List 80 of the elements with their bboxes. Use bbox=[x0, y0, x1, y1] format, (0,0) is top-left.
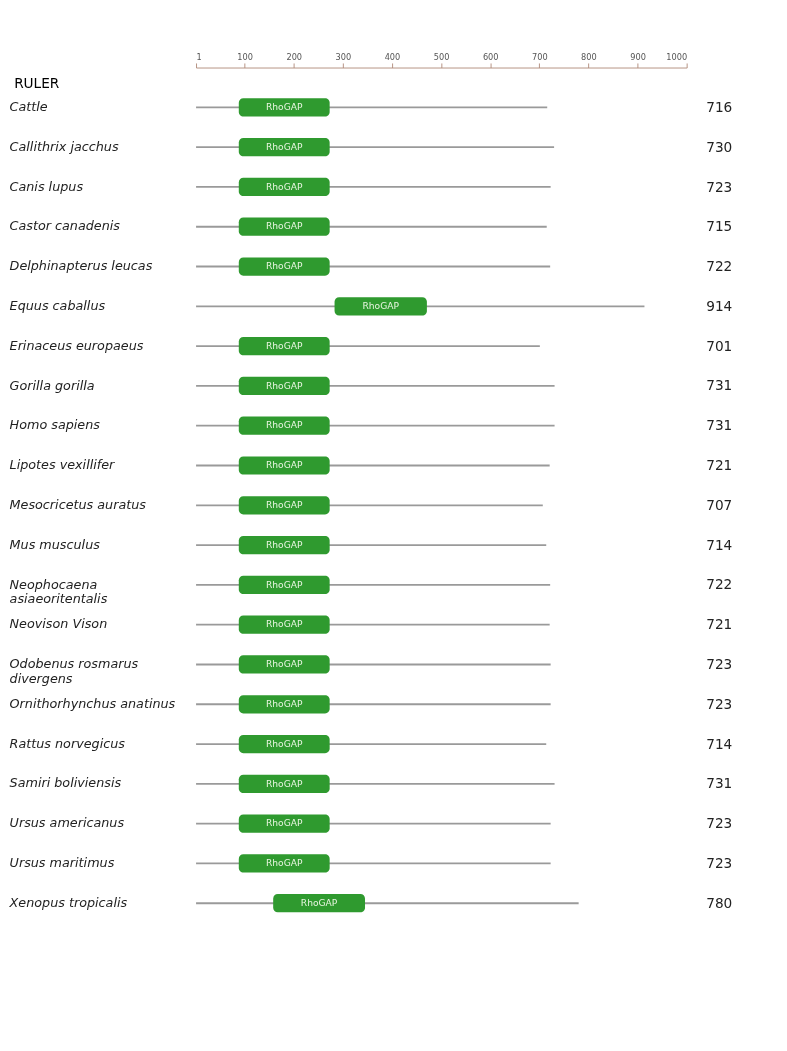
y-tick-label: Neophocaena asiaeoritentalis bbox=[9, 576, 108, 607]
data-label: 721 bbox=[706, 457, 733, 474]
y-tick-label: Ornithorhynchus anatinus bbox=[9, 695, 176, 711]
text: RhoGAP bbox=[300, 897, 338, 908]
data-label: 723 bbox=[706, 855, 733, 871]
text: RhoGAP bbox=[265, 102, 303, 113]
data-label: 723 bbox=[706, 656, 733, 673]
data-label: 716 bbox=[706, 98, 733, 115]
y-tick-label: Canis lupus bbox=[9, 178, 84, 194]
x-tick-label: 900 bbox=[630, 51, 646, 62]
y-tick-label: Cattle bbox=[9, 99, 48, 115]
data-label: 723 bbox=[706, 178, 733, 195]
text: RhoGAP bbox=[265, 500, 303, 511]
data-label: 707 bbox=[706, 496, 733, 513]
y-tick-label: Mesocricetus auratus bbox=[9, 496, 147, 512]
text: RhoGAP bbox=[265, 261, 303, 272]
bar bbox=[273, 894, 366, 913]
text: RhoGAP bbox=[265, 340, 303, 351]
x-tick-label: 700 bbox=[531, 51, 548, 62]
x-tick-label: 1000 bbox=[666, 51, 688, 62]
y-tick-label: Castor canadenis bbox=[9, 218, 121, 234]
text: RhoGAP bbox=[265, 579, 303, 590]
data-label: 721 bbox=[706, 616, 733, 633]
x-tick-label: 300 bbox=[335, 51, 352, 62]
data-label: 914 bbox=[706, 297, 733, 314]
bar bbox=[238, 854, 330, 873]
text: RhoGAP bbox=[265, 818, 303, 829]
y-tick-label: Rattus norvegicus bbox=[9, 735, 126, 751]
y-tick-label: Lipotes vexillifer bbox=[9, 457, 116, 473]
x-tick-label: 600 bbox=[482, 51, 499, 62]
text: RhoGAP bbox=[265, 380, 303, 391]
data-label: 730 bbox=[706, 138, 733, 155]
y-tick-label: Ursus maritimus bbox=[9, 855, 115, 871]
data-label: 701 bbox=[706, 337, 733, 354]
bar bbox=[238, 456, 330, 475]
x-tick-label: 400 bbox=[384, 51, 401, 62]
data-label: 722 bbox=[706, 258, 733, 275]
x-tick-label: 200 bbox=[286, 51, 303, 62]
x-tick-label: 100 bbox=[237, 51, 253, 62]
text: RhoGAP bbox=[265, 858, 303, 869]
data-label: 723 bbox=[706, 695, 733, 712]
y-tick-label: Neovison Vison bbox=[9, 616, 108, 632]
data-label: 723 bbox=[706, 815, 733, 832]
y-tick-label: Ursus americanus bbox=[9, 815, 125, 831]
text: RhoGAP bbox=[265, 778, 303, 789]
y-tick-label: Callithrix jacchus bbox=[9, 138, 119, 154]
x-tick-label: 800 bbox=[581, 51, 597, 62]
y-tick-label: Delphinapterus leucas bbox=[9, 258, 153, 274]
y-tick-label: Odobenus rosmarus divergens bbox=[9, 656, 139, 686]
bar bbox=[238, 257, 330, 276]
y-tick-label: Mus musculus bbox=[9, 536, 101, 552]
text: RhoGAP bbox=[265, 539, 303, 550]
text: RhoGAP bbox=[265, 420, 303, 431]
y-tick-label: Homo sapiens bbox=[9, 417, 101, 433]
data-label: 715 bbox=[706, 218, 733, 235]
text: RhoGAP bbox=[265, 659, 303, 670]
x-axis-title: RULER bbox=[14, 75, 60, 92]
text: RhoGAP bbox=[265, 181, 303, 192]
text: RhoGAP bbox=[265, 460, 303, 471]
data-label: 714 bbox=[706, 536, 733, 553]
y-tick-label: Xenopus tropicalis bbox=[8, 894, 128, 910]
text: RhoGAP bbox=[265, 699, 303, 709]
data-label: 714 bbox=[706, 735, 733, 752]
bar bbox=[238, 655, 330, 674]
text: RhoGAP bbox=[265, 619, 303, 630]
x-tick-label: 500 bbox=[433, 51, 450, 62]
text: RhoGAP bbox=[265, 141, 303, 152]
text: RhoGAP bbox=[362, 301, 399, 312]
x-tick-label: 1 bbox=[196, 51, 202, 62]
y-tick-label: Erinaceus europaeus bbox=[9, 337, 144, 353]
data-label: 731 bbox=[706, 377, 733, 394]
y-tick-label: Gorilla gorilla bbox=[9, 377, 95, 393]
series-label: RhoGAP bbox=[265, 738, 303, 749]
text: RhoGAP bbox=[265, 221, 303, 232]
y-tick-label: Samiri boliviensis bbox=[9, 775, 122, 791]
data-label: 731 bbox=[706, 775, 733, 792]
data-label: 780 bbox=[706, 894, 733, 911]
y-tick-label: Equus caballus bbox=[9, 297, 106, 313]
data-label: 731 bbox=[706, 417, 733, 434]
data-label: 722 bbox=[706, 576, 733, 593]
